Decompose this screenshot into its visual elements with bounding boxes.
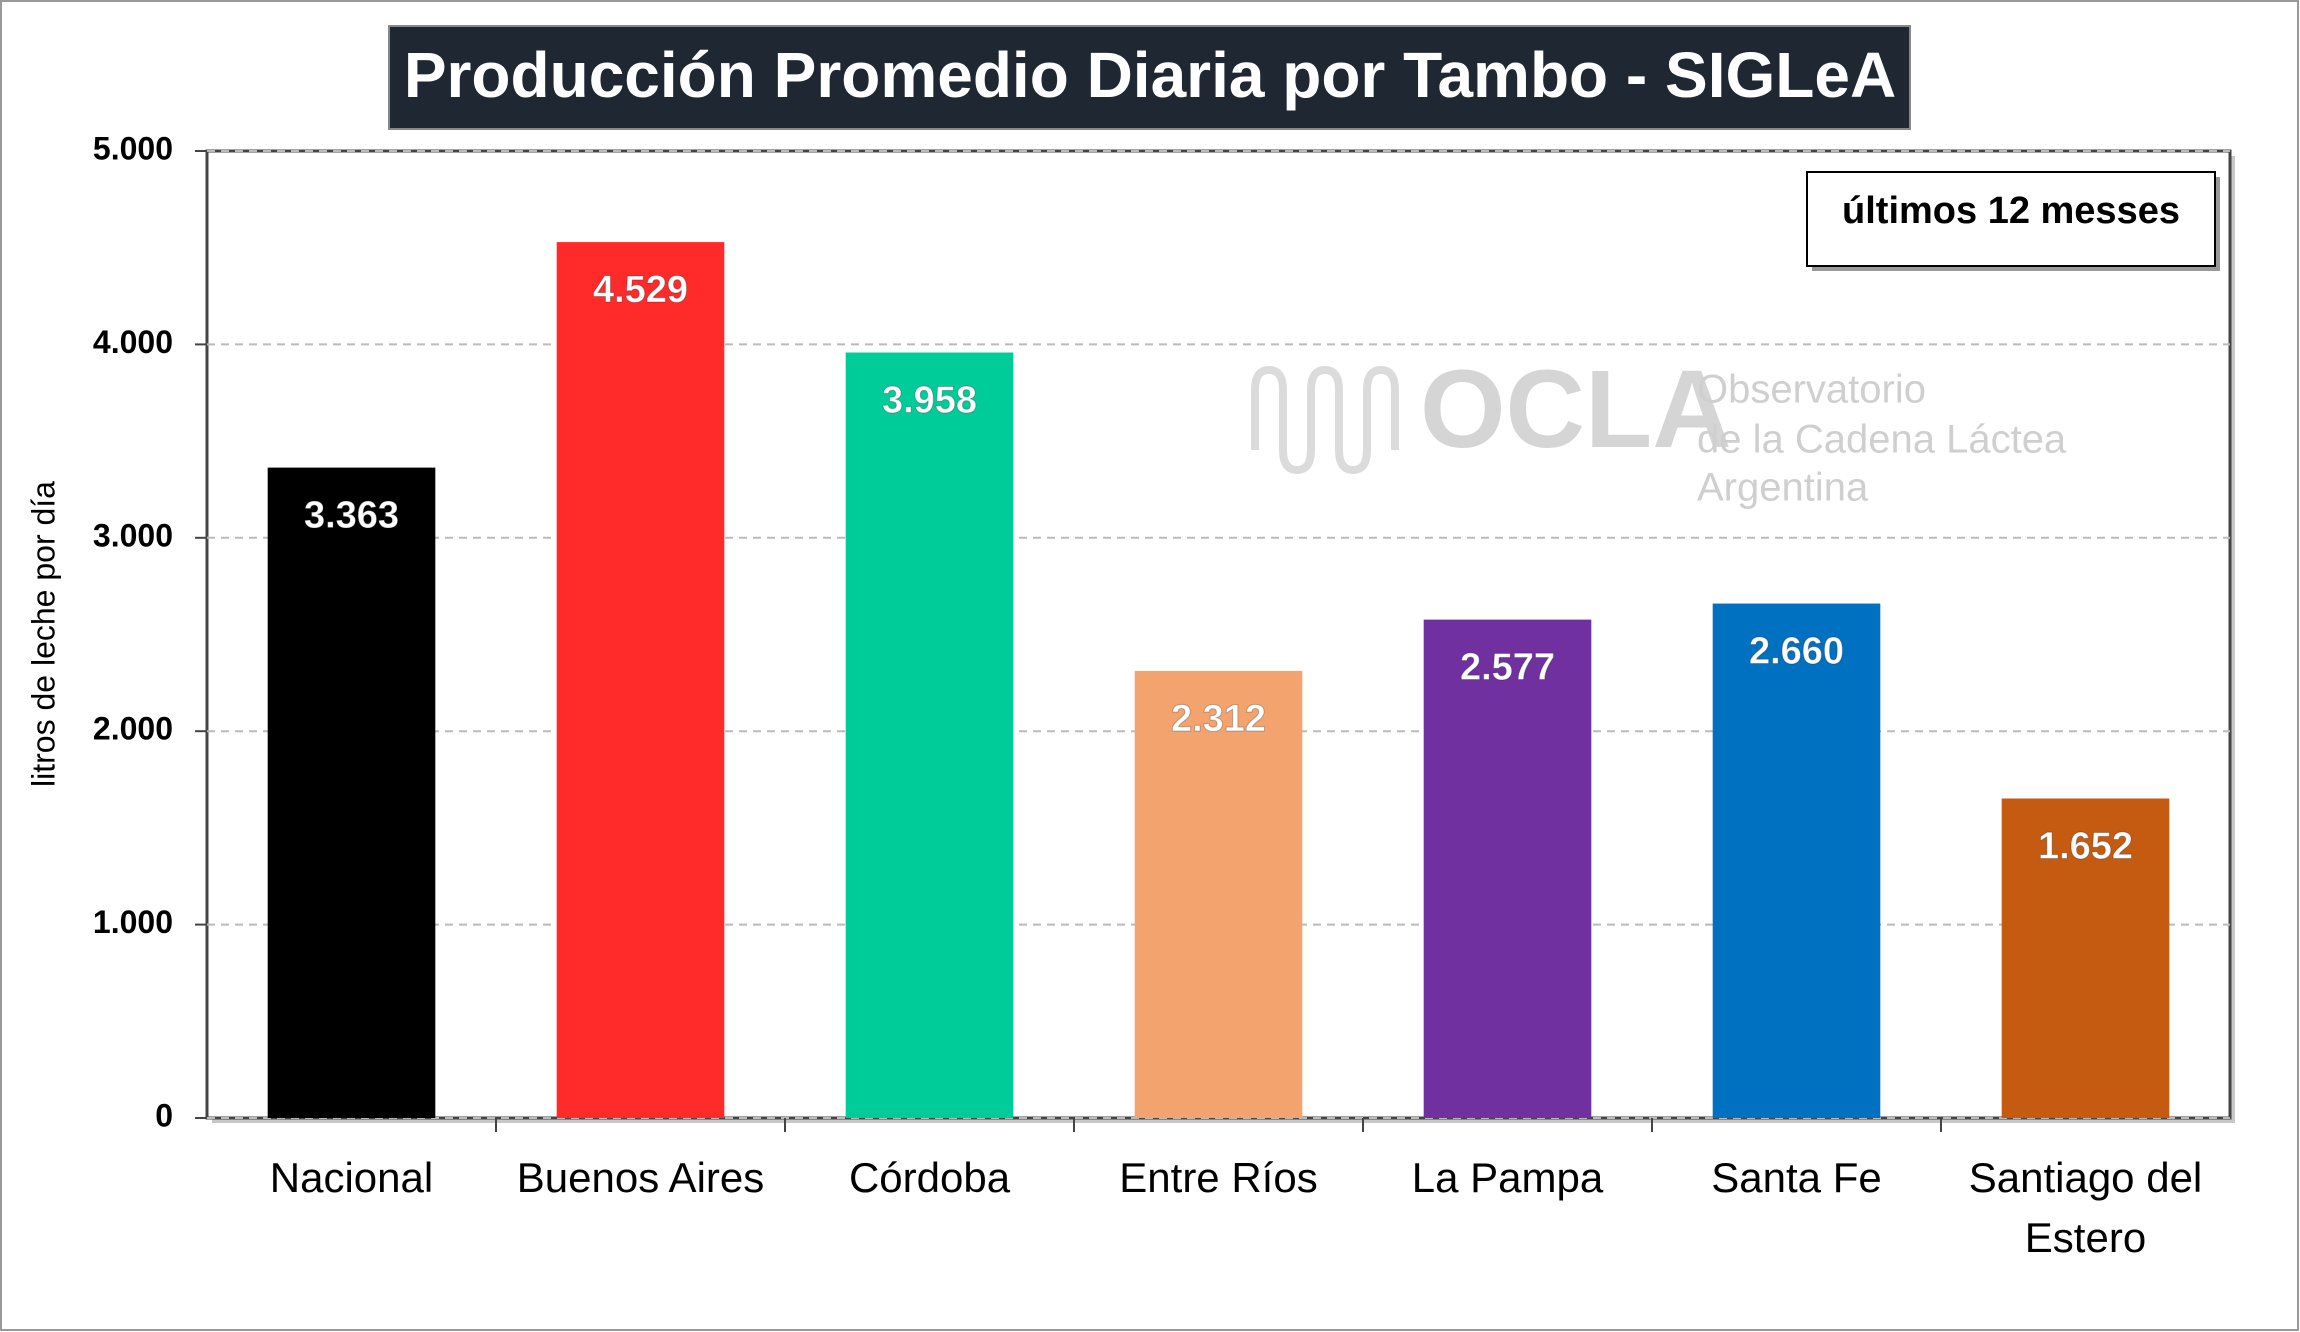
x-tick-label: La Pampa — [1411, 1154, 1604, 1201]
value-label: 4.529 — [593, 269, 688, 311]
logo-line: Observatorio — [1697, 368, 1926, 412]
y-tick-label: 5.000 — [93, 130, 173, 166]
y-tick-label: 1.000 — [93, 904, 173, 940]
bar — [2001, 798, 2170, 1118]
logo-text: OCLA — [1420, 348, 1732, 471]
value-label: 2.312 — [1171, 698, 1266, 740]
bar — [1134, 670, 1303, 1118]
value-label: 2.577 — [1460, 647, 1555, 689]
watermark: OCLA Observatorio de la Cadena Láctea Ar… — [1251, 348, 2067, 510]
y-axis-label: litros de leche por día — [25, 481, 61, 787]
y-tick-label: 2.000 — [93, 711, 173, 747]
x-tick-label: Córdoba — [848, 1154, 1011, 1201]
logo-line: Argentina — [1697, 466, 1869, 510]
bar — [267, 467, 436, 1118]
logo-line: de la Cadena Láctea — [1697, 418, 2067, 462]
chart-title: Producción Promedio Diaria por Tambo - S… — [404, 39, 1896, 111]
value-label: 1.652 — [2038, 826, 2133, 868]
value-label: 3.363 — [304, 495, 399, 537]
x-tick-label: Santa Fe — [1711, 1154, 1882, 1201]
bar — [1712, 603, 1881, 1118]
x-tick-label: Entre Ríos — [1119, 1154, 1318, 1201]
bar — [1423, 619, 1592, 1118]
note-box — [1806, 171, 2216, 267]
y-tick-label: 4.000 — [93, 324, 173, 360]
bar — [845, 352, 1014, 1118]
logo-wave — [1251, 365, 1399, 475]
x-tick-label: Buenos Aires — [516, 1154, 765, 1201]
y-tick-label: 3.000 — [93, 517, 173, 553]
value-label: 2.660 — [1749, 631, 1844, 673]
x-tick-label: Santiago del Estero — [1968, 1154, 2203, 1261]
x-tick-label: Nacional — [269, 1154, 434, 1201]
note: últimos 12 messes — [1842, 190, 2180, 232]
bar — [556, 242, 725, 1118]
title-box — [388, 25, 1911, 130]
y-tick-label: 0 — [155, 1097, 173, 1133]
value-label: 3.958 — [882, 380, 977, 422]
